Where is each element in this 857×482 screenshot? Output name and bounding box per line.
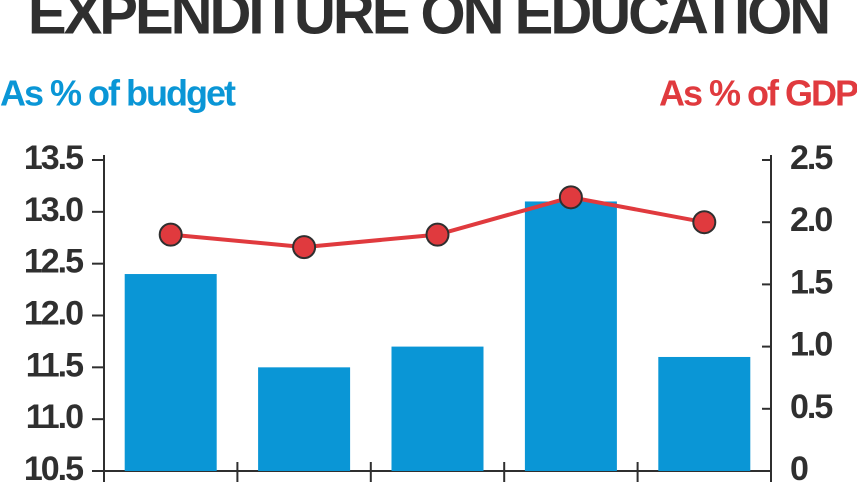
y2-axis-title: As % of GDP [659,73,857,114]
line-point [558,185,583,210]
y2-tick-label: 1.0 [790,326,832,364]
y-tick-label: 13.5 [24,139,83,177]
y2-tick-label: 0.5 [790,388,832,426]
y2-tick-label: 1.5 [790,263,832,301]
y-tick-label: 13.0 [24,191,83,229]
y-tick-label: 11.0 [26,398,83,436]
bar [391,346,484,471]
y-tick-label: 12.5 [24,243,83,281]
line-point [292,235,317,260]
bar [524,201,617,471]
chart-title: EXPENDITURE ON EDUCATION [28,0,828,46]
bar [258,367,351,471]
y-axis-title: As % of budget [0,73,236,114]
y2-tick-label: 2.0 [790,201,832,239]
y-tick-label: 12.0 [24,294,83,332]
bar [124,274,217,471]
line-point [692,210,717,235]
bar [658,356,751,471]
y-tick-label: 11.5 [26,346,83,384]
y2-tick-label: 0 [790,450,808,482]
line-point [425,222,450,247]
y-tick-label: 10.5 [24,450,83,482]
y2-tick-label: 2.5 [790,139,832,177]
line-point [158,222,183,247]
